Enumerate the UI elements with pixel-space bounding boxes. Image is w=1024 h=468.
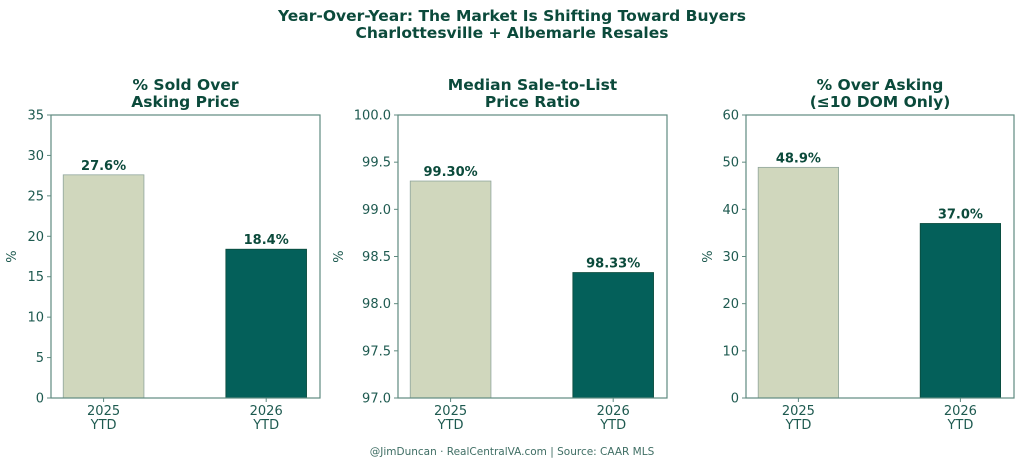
- bar-2025: [757, 166, 839, 399]
- x-tick-label: YTD: [90, 418, 117, 433]
- data-label: 48.9%: [776, 151, 821, 166]
- data-label: 18.4%: [244, 233, 289, 248]
- y-tick-label: 35: [27, 109, 44, 124]
- y-tick-label: 100.0: [354, 109, 391, 124]
- x-tick-label: YTD: [252, 418, 279, 433]
- plot-frame: [50, 114, 321, 399]
- y-tick-label: 20: [27, 230, 44, 245]
- y-axis-label: %: [701, 250, 716, 262]
- bar-2026: [572, 272, 654, 399]
- y-tick-label: 99.0: [362, 203, 391, 218]
- y-tick-label: 25: [27, 189, 44, 204]
- figure-title: Year-Over-Year: The Market Is Shifting T…: [277, 7, 746, 25]
- x-tick-label: YTD: [437, 418, 464, 433]
- panel-title: % Sold Over: [133, 76, 239, 94]
- x-tick-label: 2025: [87, 404, 120, 419]
- data-label: 99.30%: [424, 165, 478, 180]
- y-tick-label: 98.5: [362, 250, 391, 265]
- panel-title: Asking Price: [131, 93, 239, 111]
- y-tick-label: 30: [722, 250, 739, 265]
- x-tick-label: YTD: [599, 418, 626, 433]
- y-axis-label: %: [332, 250, 347, 262]
- y-tick-label: 97.5: [362, 344, 391, 359]
- x-tick-label: 2026: [944, 404, 977, 419]
- x-tick-label: 2026: [250, 404, 283, 419]
- panel-title: % Over Asking: [817, 76, 944, 94]
- x-tick-label: 2025: [434, 404, 467, 419]
- panel-title: Median Sale-to-List: [448, 76, 618, 94]
- y-tick-label: 0: [731, 392, 739, 407]
- y-axis-label: %: [5, 250, 20, 262]
- panel-title: Price Ratio: [485, 93, 580, 111]
- panel-title: (≤10 DOM Only): [810, 93, 951, 111]
- y-tick-label: 10: [27, 311, 44, 326]
- y-tick-label: 50: [722, 156, 739, 171]
- y-tick-label: 99.5: [362, 156, 391, 171]
- bar-2026: [919, 223, 1002, 399]
- y-tick-label: 98.0: [362, 297, 391, 312]
- y-tick-label: 40: [722, 203, 739, 218]
- x-tick-label: 2026: [597, 404, 630, 419]
- y-tick-label: 0: [36, 392, 44, 407]
- data-label: 27.6%: [81, 159, 126, 174]
- chart-panel-3: % Over Asking(≤10 DOM Only)48.9%2025YTD3…: [701, 76, 1015, 433]
- x-tick-label: YTD: [784, 418, 811, 433]
- bar-2025: [409, 180, 492, 399]
- x-tick-label: 2025: [782, 404, 815, 419]
- y-tick-label: 30: [27, 149, 44, 164]
- y-tick-label: 97.0: [362, 392, 391, 407]
- data-label: 37.0%: [938, 207, 983, 222]
- y-tick-label: 15: [27, 270, 44, 285]
- x-tick-label: YTD: [946, 418, 973, 433]
- y-tick-label: 5: [36, 351, 44, 366]
- y-tick-label: 20: [722, 297, 739, 312]
- bar-2026: [225, 248, 307, 399]
- footer-credit: @JimDuncan · RealCentralVA.com | Source:…: [369, 446, 655, 458]
- bar-2025: [62, 174, 145, 399]
- y-tick-label: 10: [722, 344, 739, 359]
- data-label: 98.33%: [586, 257, 640, 272]
- y-tick-label: 60: [722, 109, 739, 124]
- figure-subtitle: Charlottesville + Albemarle Resales: [355, 24, 669, 42]
